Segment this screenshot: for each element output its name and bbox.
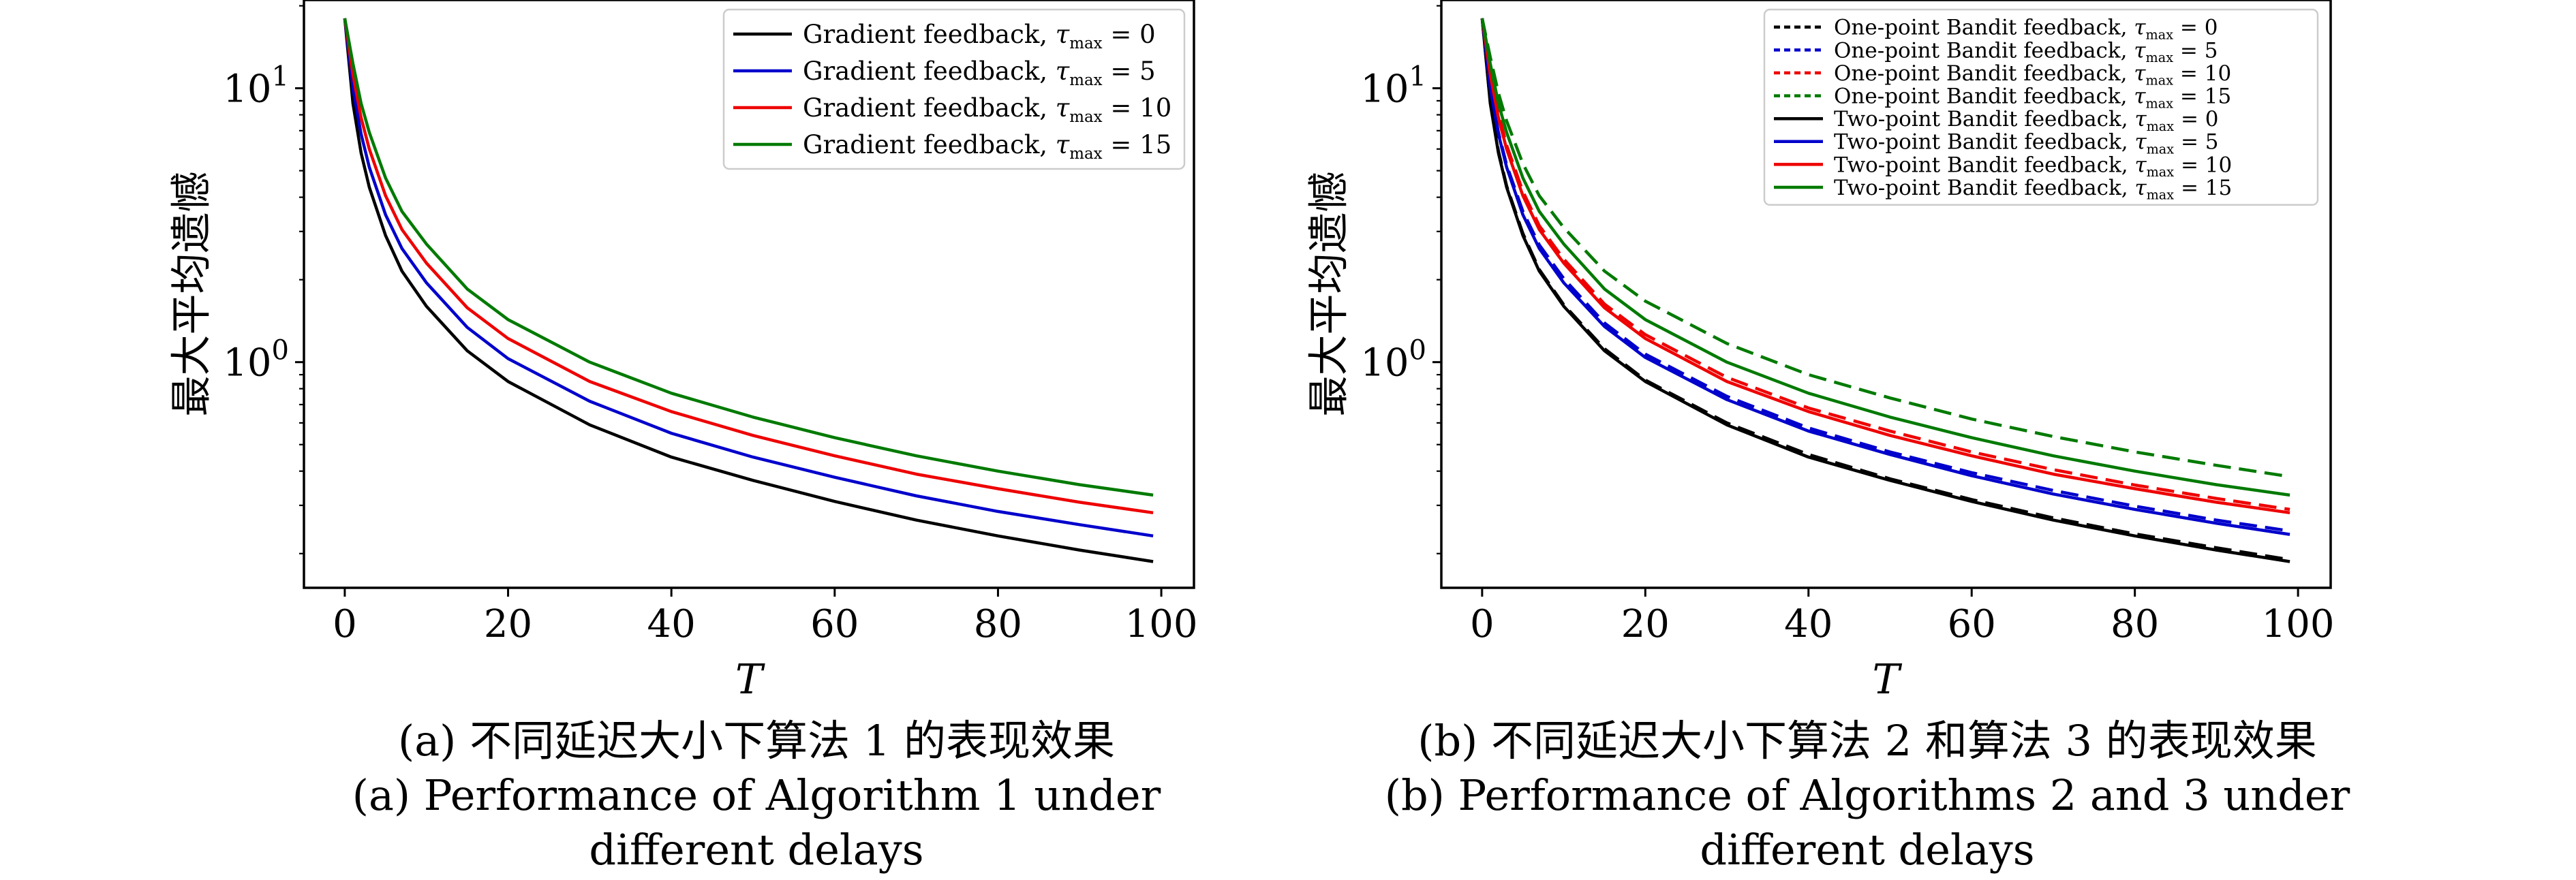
legend-entry: Gradient feedback, τmax = 0: [803, 20, 1156, 52]
series-line-7: [1480, 18, 2290, 497]
x-tick-label: 20: [484, 602, 532, 646]
y-tick-label: 100: [223, 335, 289, 386]
caption-b-en-line1: (b) Performance of Algorithms 2 and 3 un…: [1384, 770, 2350, 820]
legend: One-point Bandit feedback, τmax = 0One-p…: [1763, 8, 2319, 206]
x-tick-label: 40: [647, 602, 696, 646]
x-tick-label: 20: [1621, 602, 1670, 646]
caption-a: (a) 不同延迟大小下算法 1 的表现效果 (a) Performance of…: [300, 714, 1213, 877]
series-line-1: [343, 18, 1154, 538]
legend-entry: Two-point Bandit feedback, τmax = 10: [1834, 153, 2232, 180]
series-line-3: [1480, 18, 2290, 479]
legend-entry: Two-point Bandit feedback, τmax = 0: [1834, 107, 2219, 134]
plot-frame: [1440, 0, 2332, 589]
x-tick-label: 0: [1470, 602, 1494, 646]
series-line-4: [1480, 18, 2290, 563]
series-group: [1480, 18, 2290, 563]
legend: Gradient feedback, τmax = 0 Gradient feed…: [722, 8, 1186, 170]
legend-entry: Gradient feedback, τmax = 10: [803, 93, 1171, 126]
x-tick-label: 40: [1784, 602, 1833, 646]
x-tick-label: 60: [810, 602, 859, 646]
y-axis-label: 最大平均遗憾: [1306, 172, 1353, 417]
x-axis-label: T: [735, 656, 765, 704]
x-tick-label: 100: [1125, 602, 1198, 646]
legend-entry: Two-point Bandit feedback, τmax = 15: [1834, 176, 2232, 203]
series-line-2: [343, 18, 1154, 515]
chart-panel-a: 0 20 40 60 80 100 100 101 T 最大平均遗憾 Gradient feedba…: [168, 0, 1198, 704]
legend-box: [722, 8, 1186, 170]
legend-entry: One-point Bandit feedback, τmax = 0: [1834, 16, 2218, 43]
y-tick-label: 101: [223, 61, 289, 112]
caption-a-en-line2: different delays: [589, 825, 924, 875]
legend-entry: Two-point Bandit feedback, τmax = 5: [1834, 130, 2219, 157]
x-tick-label: 0: [333, 602, 357, 646]
legend-entry: One-point Bandit feedback, τmax = 5: [1834, 38, 2218, 65]
x-tick-label: 100: [2262, 602, 2335, 646]
series-line-3: [343, 18, 1154, 497]
legend-entry: One-point Bandit feedback, τmax = 10: [1834, 61, 2231, 89]
caption-b-zh: (b) 不同延迟大小下算法 2 和算法 3 的表现效果: [1417, 716, 2317, 766]
caption-b-en-line2: different delays: [1700, 825, 2035, 875]
chart-panel-b: 0 20 40 60 80 100 100 101 T 最大平均遗憾 One-point Bandi…: [1306, 0, 2335, 704]
y-tick-label: 101: [1360, 61, 1426, 112]
caption-a-en-line1: (a) Performance of Algorithm 1 under: [352, 770, 1161, 820]
x-axis-label: T: [1872, 656, 1902, 704]
x-tick-label: 80: [2111, 602, 2159, 646]
plot-frame: [303, 0, 1195, 589]
caption-b: (b) 不同延迟大小下算法 2 和算法 3 的表现效果 (b) Performa…: [1356, 714, 2378, 877]
caption-a-zh: (a) 不同延迟大小下算法 1 的表现效果: [398, 716, 1115, 766]
x-tick-label: 60: [1948, 602, 1996, 646]
series-line-6: [1480, 18, 2290, 515]
series-line-5: [1480, 18, 2290, 536]
legend-box: [1763, 8, 2319, 206]
legend-entry: Gradient feedback, τmax = 15: [803, 130, 1171, 163]
y-tick-label: 100: [1360, 335, 1426, 386]
series-group: [343, 18, 1154, 563]
x-tick-label: 80: [974, 602, 1022, 646]
y-axis-label: 最大平均遗憾: [168, 172, 216, 417]
legend-entry: One-point Bandit feedback, τmax = 15: [1834, 84, 2231, 111]
series-line-0: [343, 18, 1154, 563]
legend-entry: Gradient feedback, τmax = 5: [803, 57, 1156, 89]
